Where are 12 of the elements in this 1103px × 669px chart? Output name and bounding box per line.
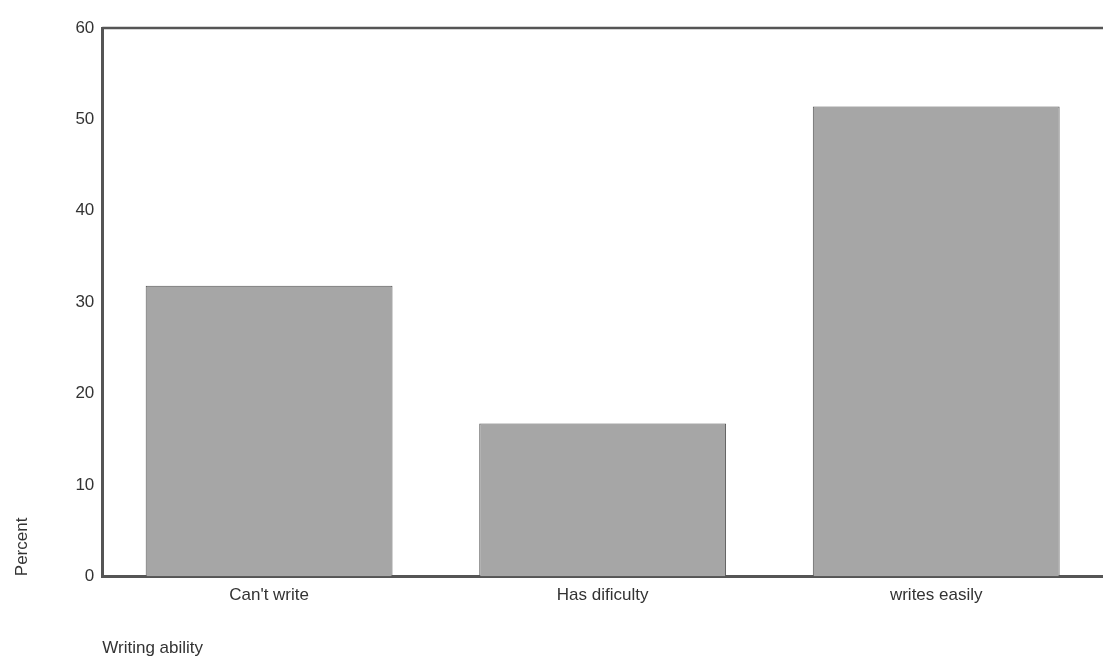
x-tick-label: Can't write [229,585,309,605]
x-tick-label: writes easily [888,585,983,605]
x-axis-title: Writing ability [102,638,204,658]
y-tick-label: 50 [75,109,95,129]
y-axis-title: Percent [11,517,31,577]
y-tick-label: 0 [84,565,95,585]
y-tick-label: 20 [75,383,95,403]
x-tick-label: Has dificulty [556,585,649,605]
y-tick-label: 60 [75,17,95,37]
y-tick-label: 30 [75,291,95,311]
y-tick-label: 40 [75,200,95,220]
y-tick-label: 10 [75,474,95,494]
